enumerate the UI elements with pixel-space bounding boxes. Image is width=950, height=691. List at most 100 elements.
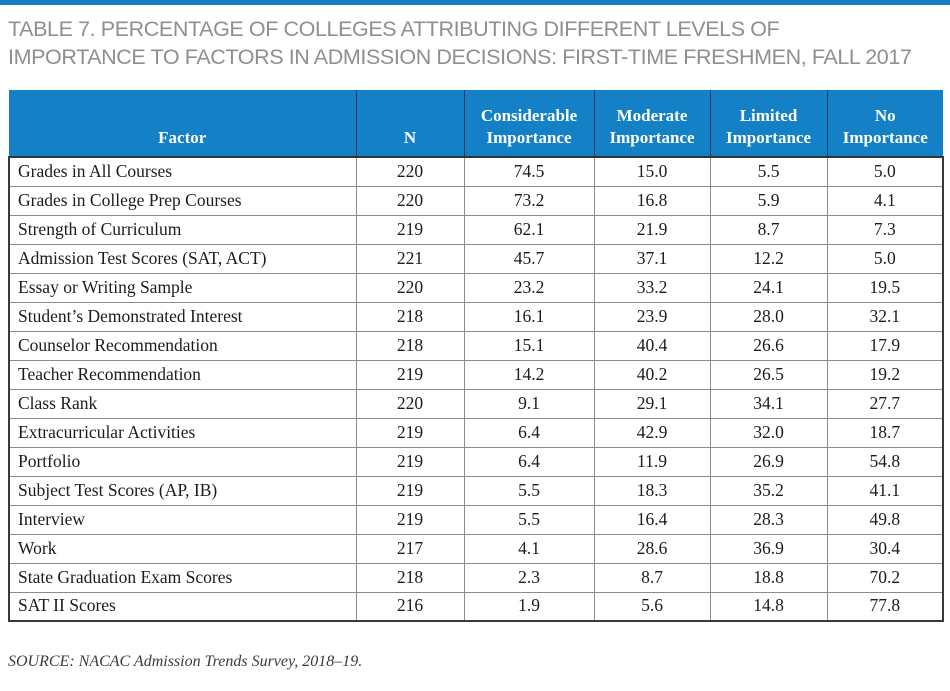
value-cell-moderate-importance: 8.7 [593,562,711,593]
table-row: Grades in All Courses 220 74.5 15.0 5.5 5.0 [8,156,944,187]
factor-cell: State Graduation Exam Scores [8,562,357,593]
value-cell-no-importance: 5.0 [826,156,944,187]
value-cell-no-importance: 18.7 [826,417,944,448]
value-cell-limited-importance: 26.5 [709,359,828,390]
value-cell-limited-importance: 28.0 [709,301,828,332]
table-row: Counselor Recommendation 218 15.1 40.4 26.6 1… [8,330,944,361]
value-cell-no-importance: 27.7 [826,388,944,419]
value-cell-limited-importance: 8.7 [709,214,828,245]
factor-cell: Grades in College Prep Courses [8,185,357,216]
factor-cell: Grades in All Courses [8,156,357,187]
value-cell-limited-importance: 32.0 [709,417,828,448]
table-row: Student’s Demonstrated Interest 218 16.1 23… [8,301,944,332]
value-cell-no-importance: 17.9 [826,330,944,361]
value-cell-considerable-importance: 9.1 [463,388,595,419]
column-header-considerable-importance: Considerable Importance [463,90,594,157]
value-cell-moderate-importance: 37.1 [593,243,711,274]
factor-cell: Work [8,533,357,564]
value-cell-n: 219 [355,475,465,506]
table-body: Grades in All Courses 220 74.5 15.0 5.5 5.0 Gr… [8,156,944,622]
value-cell-considerable-importance: 5.5 [463,504,595,535]
column-header-factor: Factor [9,90,356,157]
value-cell-moderate-importance: 21.9 [593,214,711,245]
value-cell-limited-importance: 35.2 [709,475,828,506]
factor-cell: Strength of Curriculum [8,214,357,245]
value-cell-considerable-importance: 74.5 [463,156,595,187]
value-cell-n: 218 [355,301,465,332]
source-note: SOURCE: NACAC Admission Trends Survey, 2… [8,653,363,670]
value-cell-moderate-importance: 23.9 [593,301,711,332]
value-cell-moderate-importance: 18.3 [593,475,711,506]
table-row: Interview 219 5.5 16.4 28.3 49.8 [8,504,944,535]
value-cell-limited-importance: 18.8 [709,562,828,593]
table-row: Extracurricular Activities 219 6.4 42.9 32.0… [8,417,944,448]
table-row: Portfolio 219 6.4 11.9 26.9 54.8 [8,446,944,477]
table-header: Factor N Considerable Importance Moderate I… [9,90,943,157]
value-cell-moderate-importance: 33.2 [593,272,711,303]
factor-cell: Student’s Demonstrated Interest [8,301,357,332]
value-cell-n: 216 [355,591,465,622]
value-cell-limited-importance: 24.1 [709,272,828,303]
value-cell-n: 218 [355,562,465,593]
value-cell-n: 219 [355,417,465,448]
value-cell-no-importance: 54.8 [826,446,944,477]
table-row: Essay or Writing Sample 220 23.2 33.2 24.1 19… [8,272,944,303]
table-title: TABLE 7. PERCENTAGE OF COLLEGES ATTRIBUT… [8,17,912,69]
value-cell-considerable-importance: 14.2 [463,359,595,390]
value-cell-no-importance: 4.1 [826,185,944,216]
value-cell-considerable-importance: 16.1 [463,301,595,332]
factor-cell: Essay or Writing Sample [8,272,357,303]
table-row: Strength of Curriculum 219 62.1 21.9 8.7 7.3 [8,214,944,245]
value-cell-moderate-importance: 29.1 [593,388,711,419]
table-row: Teacher Recommendation 219 14.2 40.2 26.5 19.… [8,359,944,390]
value-cell-considerable-importance: 1.9 [463,591,595,622]
factor-cell: Extracurricular Activities [8,417,357,448]
value-cell-moderate-importance: 16.8 [593,185,711,216]
value-cell-n: 217 [355,533,465,564]
value-cell-no-importance: 7.3 [826,214,944,245]
factor-cell: Class Rank [8,388,357,419]
table-row: Subject Test Scores (AP, IB) 219 5.5 18.3 35… [8,475,944,506]
table-row: State Graduation Exam Scores 218 2.3 8.7 18.… [8,562,944,593]
value-cell-limited-importance: 36.9 [709,533,828,564]
value-cell-n: 220 [355,185,465,216]
admission-factors-table: Factor N Considerable Importance Moderate I… [8,90,944,622]
value-cell-moderate-importance: 15.0 [593,156,711,187]
value-cell-n: 220 [355,156,465,187]
value-cell-n: 219 [355,504,465,535]
value-cell-n: 220 [355,388,465,419]
value-cell-n: 220 [355,272,465,303]
value-cell-no-importance: 77.8 [826,591,944,622]
column-header-no-importance: No Importance [826,90,943,157]
value-cell-considerable-importance: 62.1 [463,214,595,245]
value-cell-n: 218 [355,330,465,361]
value-cell-considerable-importance: 6.4 [463,417,595,448]
value-cell-considerable-importance: 4.1 [463,533,595,564]
top-accent-bar [0,0,950,5]
value-cell-considerable-importance: 15.1 [463,330,595,361]
value-cell-moderate-importance: 11.9 [593,446,711,477]
value-cell-limited-importance: 5.5 [709,156,828,187]
value-cell-n: 219 [355,446,465,477]
value-cell-no-importance: 41.1 [826,475,944,506]
value-cell-limited-importance: 26.9 [709,446,828,477]
value-cell-moderate-importance: 28.6 [593,533,711,564]
factor-cell: Portfolio [8,446,357,477]
value-cell-moderate-importance: 42.9 [593,417,711,448]
value-cell-no-importance: 19.5 [826,272,944,303]
value-cell-considerable-importance: 23.2 [463,272,595,303]
value-cell-considerable-importance: 73.2 [463,185,595,216]
value-cell-no-importance: 30.4 [826,533,944,564]
value-cell-considerable-importance: 2.3 [463,562,595,593]
table-row: Admission Test Scores (SAT, ACT) 221 45.7 3… [8,243,944,274]
factor-cell: Teacher Recommendation [8,359,357,390]
value-cell-limited-importance: 12.2 [709,243,828,274]
value-cell-moderate-importance: 40.4 [593,330,711,361]
value-cell-moderate-importance: 5.6 [593,591,711,622]
value-cell-limited-importance: 34.1 [709,388,828,419]
factor-cell: Counselor Recommendation [8,330,357,361]
value-cell-considerable-importance: 6.4 [463,446,595,477]
value-cell-n: 219 [355,359,465,390]
value-cell-limited-importance: 26.6 [709,330,828,361]
value-cell-considerable-importance: 5.5 [463,475,595,506]
